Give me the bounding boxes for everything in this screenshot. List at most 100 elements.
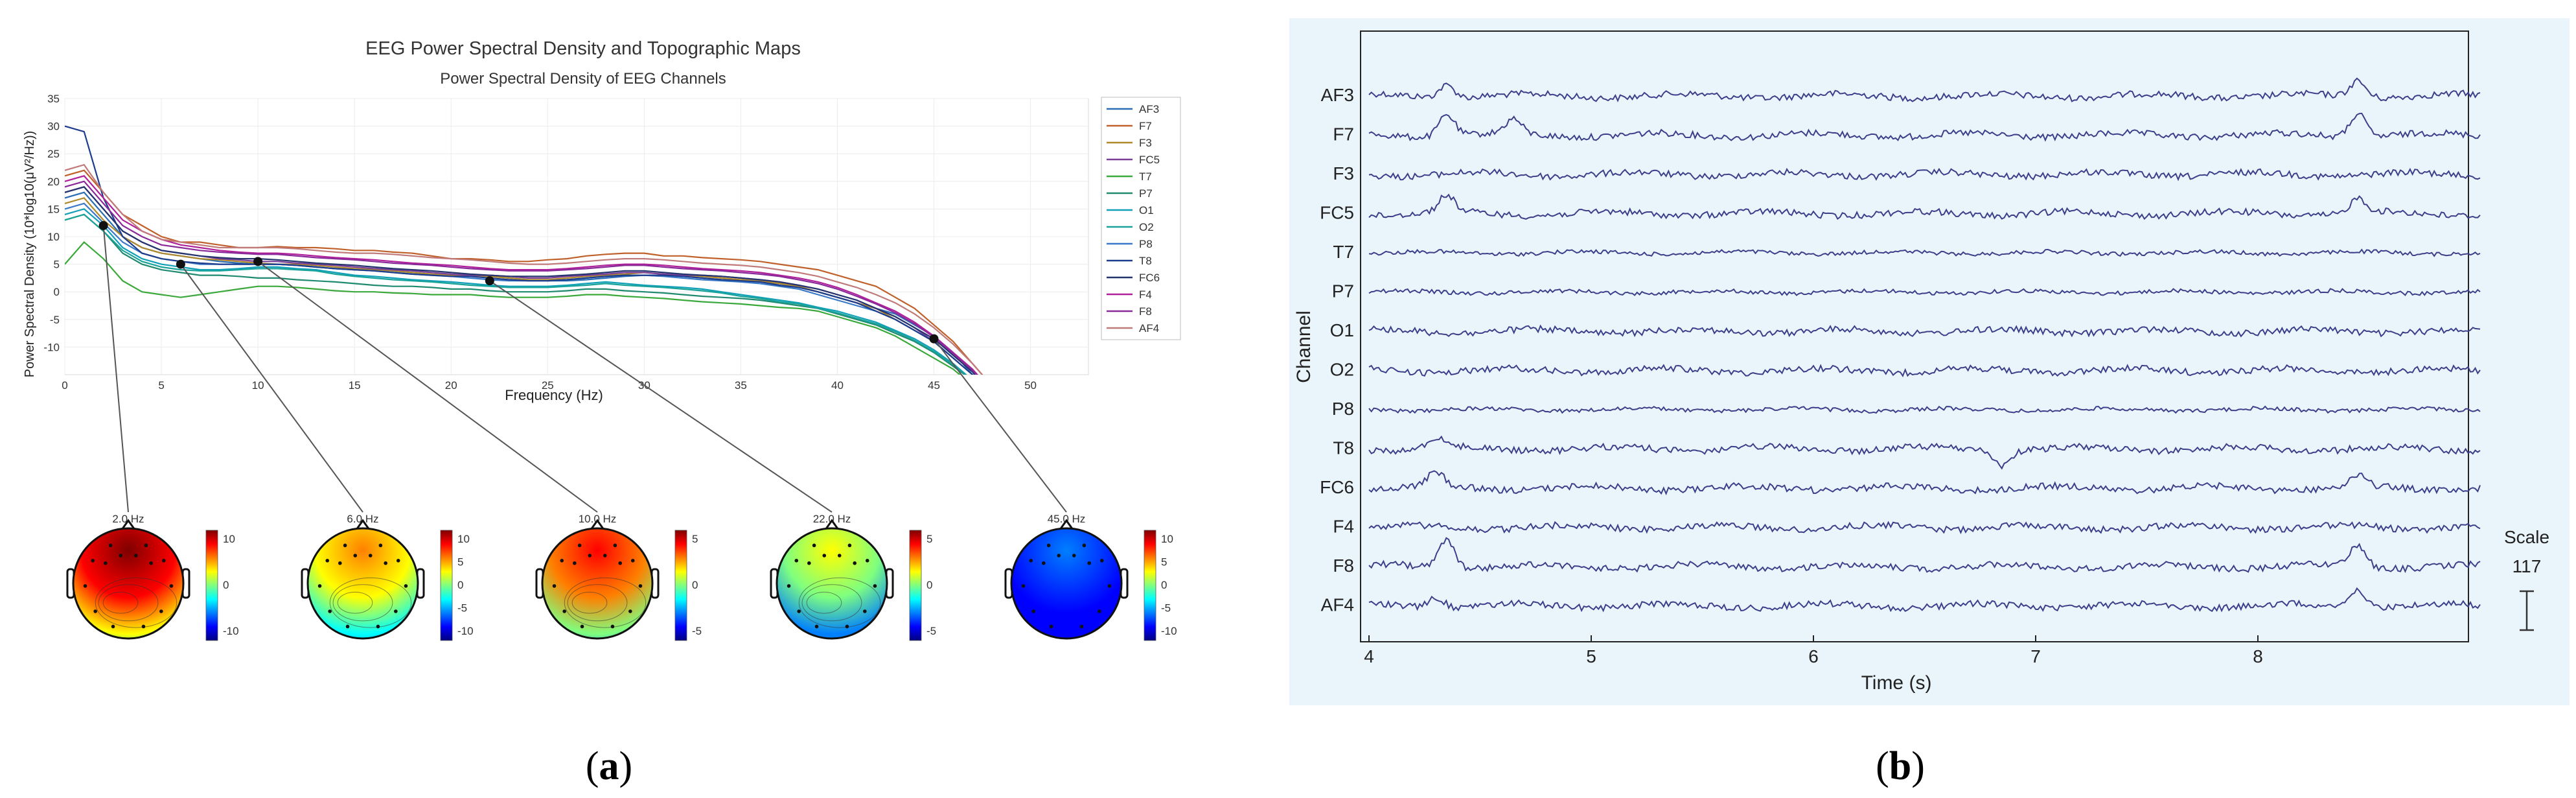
caption-b-open: ( xyxy=(1876,744,1889,788)
topo-electrode xyxy=(853,561,857,565)
psd-lines xyxy=(65,125,983,375)
caption-b-close: ) xyxy=(1911,744,1925,788)
topo-electrode xyxy=(552,584,557,588)
topo-colorbar-tick: 0 xyxy=(926,579,932,591)
eeg-channel-label: FC6 xyxy=(1320,477,1354,497)
psd-series-t8 xyxy=(65,125,974,375)
topo-electrode xyxy=(384,561,387,565)
eeg-traces xyxy=(1368,77,2481,613)
topo-electrode xyxy=(338,561,342,565)
eeg-trace-fc5 xyxy=(1368,193,2481,220)
x-tick-label: 50 xyxy=(1024,379,1037,392)
eeg-channel-label: P7 xyxy=(1332,281,1354,301)
topo-contour xyxy=(798,577,881,628)
topo-electrode xyxy=(404,584,408,588)
eeg-x-axis-label: Time (s) xyxy=(1861,672,1932,694)
eeg-trace-f7 xyxy=(1368,112,2481,142)
x-axis-label: Frequency (Hz) xyxy=(505,387,603,403)
eeg-trace-f8 xyxy=(1368,537,2481,574)
topo-colorbar-tick: 5 xyxy=(692,533,698,545)
topo-electrode xyxy=(353,554,358,557)
topo-electrode xyxy=(610,624,615,629)
topo-electrode xyxy=(1082,543,1087,548)
eeg-channel-label: AF3 xyxy=(1321,85,1354,105)
caption-a-open: ( xyxy=(586,744,599,788)
eeg-channel-label: AF4 xyxy=(1321,595,1354,615)
topo-electrode xyxy=(144,543,148,548)
topo-head xyxy=(306,527,419,640)
caption-a-close: ) xyxy=(619,744,633,788)
caption-a: (a) xyxy=(586,744,632,788)
panel-a: EEG Power Spectral Density and Topograph… xyxy=(0,0,1270,798)
topo-electrode xyxy=(797,609,801,613)
y-tick-label: 15 xyxy=(47,203,60,215)
topo-electrode xyxy=(133,554,138,557)
topo-electrode xyxy=(787,584,791,588)
eeg-channel-label: FC5 xyxy=(1320,203,1354,223)
topo-electrode xyxy=(822,554,827,557)
topo-nose xyxy=(824,519,840,530)
eeg-channel-label: F3 xyxy=(1333,163,1354,183)
legend-entry: F8 xyxy=(1139,305,1152,318)
x-tick-label: 40 xyxy=(831,379,844,392)
topo-electrode xyxy=(141,624,146,629)
legend-entry: T8 xyxy=(1139,255,1152,267)
topo-electrode xyxy=(1079,624,1084,629)
eeg-trace-f3 xyxy=(1368,167,2481,182)
topo-electrode xyxy=(1031,609,1035,613)
topo-electrode xyxy=(794,559,799,563)
eeg-trace-figure: 4 5 6 7 8 AF3 F7 F3 FC5 T7 P7 O1 O2 P8 T8 FC6 F4 F8 AF4 T… xyxy=(1289,18,2570,788)
psd-series-o1 xyxy=(65,208,967,375)
psd-series-t7 xyxy=(65,241,961,375)
topo-nose xyxy=(355,519,371,530)
topo-electrode xyxy=(863,609,867,613)
topo-contour xyxy=(801,584,862,622)
topo-electrode xyxy=(343,543,347,548)
y-tick-label: 0 xyxy=(54,286,60,298)
scale-title: Scale xyxy=(2504,527,2549,547)
topo-contour xyxy=(567,584,628,622)
x-tick-label: 5 xyxy=(158,379,164,392)
topo-colorbar-tick: -5 xyxy=(1161,602,1171,615)
topo-colorbar-tick: -10 xyxy=(457,625,474,637)
topo-electrode xyxy=(1042,561,1046,565)
topo-electrode xyxy=(108,543,113,548)
topo-colorbar-tick: 5 xyxy=(457,556,463,569)
topo-contour xyxy=(102,591,139,614)
topo-colorbar-tick: 10 xyxy=(1161,533,1173,545)
legend-box xyxy=(1101,97,1181,340)
panel-b: 4 5 6 7 8 AF3 F7 F3 FC5 T7 P7 O1 O2 P8 T8 FC6 F4 F8 AF4 T… xyxy=(1289,0,2576,798)
legend-entry: AF4 xyxy=(1139,322,1159,334)
topo-nose xyxy=(590,519,605,530)
caption-a-letter: a xyxy=(599,744,619,788)
topo-colorbar-tick: 0 xyxy=(1161,579,1167,591)
x-tick-label: 0 xyxy=(62,379,67,392)
topo-contour xyxy=(337,591,373,614)
eeg-x-tick-label: 6 xyxy=(1808,646,1819,666)
topo-electrode xyxy=(104,561,108,565)
topo-contour xyxy=(329,577,412,628)
topo-electrode xyxy=(1098,609,1101,613)
topo-contour xyxy=(332,584,393,622)
topo-electrode xyxy=(149,561,153,565)
topo-head xyxy=(72,527,185,640)
topo-contour xyxy=(571,591,608,614)
caption-b-letter: b xyxy=(1889,744,1911,788)
eeg-plot-frame xyxy=(1360,30,2469,642)
topo-electrode xyxy=(1049,624,1053,629)
topo-electrode xyxy=(847,543,852,548)
psd-highlight-point xyxy=(253,257,263,266)
topo-electrode xyxy=(580,624,584,629)
x-tick-label: 35 xyxy=(735,379,747,392)
x-tick-label: 10 xyxy=(252,379,264,392)
x-tick-label: 15 xyxy=(349,379,361,392)
topo-colorbar xyxy=(205,530,218,641)
y-axis-label: Power Spectral Density (10*log10(μV²/Hz)… xyxy=(23,131,37,378)
legend-entry: FC5 xyxy=(1139,154,1160,166)
psd-series-p7 xyxy=(65,213,967,375)
psd-series-fc6 xyxy=(65,186,976,375)
y-tick-label: 20 xyxy=(47,176,60,188)
topo-electrode xyxy=(345,624,350,629)
topo-electrode xyxy=(91,559,95,563)
topo-electrode xyxy=(873,584,877,588)
